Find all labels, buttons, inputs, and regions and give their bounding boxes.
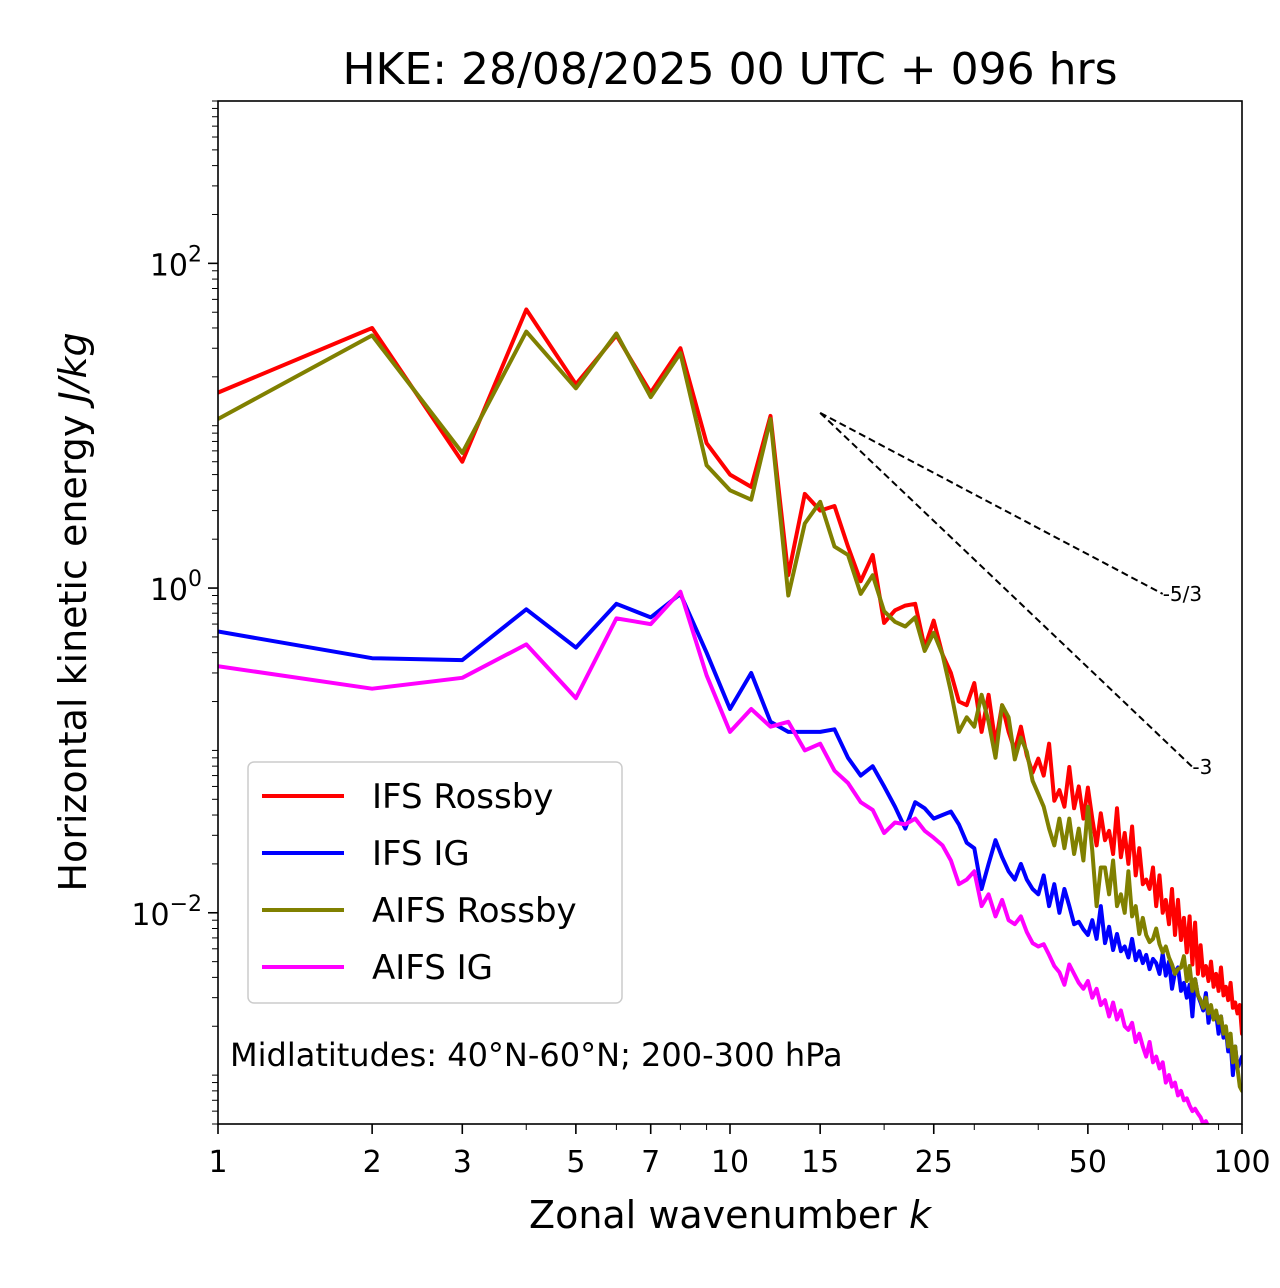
minor-ticks bbox=[212, 100, 1220, 1130]
y-axis-label: Horizontal kinetic energy J/kg bbox=[51, 332, 95, 891]
y-axis-label-unit: J/kg bbox=[51, 332, 95, 409]
slope-label: -3 bbox=[1192, 755, 1212, 779]
legend-label: AIFS Rossby bbox=[372, 891, 577, 931]
slope-line bbox=[819, 412, 1194, 768]
series-line-aifs-rossby bbox=[218, 329, 1242, 1093]
x-tick-label: 2 bbox=[363, 1145, 382, 1180]
legend-box bbox=[247, 761, 623, 1004]
y-tick-label: 102 bbox=[150, 242, 202, 283]
series-line-ifs-rossby bbox=[218, 307, 1242, 1036]
x-axis-label: Zonal wavenumber k bbox=[529, 1193, 933, 1237]
legend-label: IFS Rossby bbox=[372, 777, 553, 817]
x-tick-label: 1 bbox=[208, 1145, 227, 1180]
legend: IFS Rossby IFS IG AIFS Rossby AIFS IG bbox=[247, 761, 623, 1004]
legend-label: AIFS IG bbox=[372, 948, 493, 988]
y-tick-label: 100 bbox=[150, 567, 202, 608]
x-tick-label: 10 bbox=[711, 1145, 749, 1180]
x-tick-label: 15 bbox=[801, 1145, 839, 1180]
region-annotation: Midlatitudes: 40°N-60°N; 200-300 hPa bbox=[230, 1036, 843, 1074]
legend-label: IFS IG bbox=[372, 834, 470, 874]
x-tick-label: 50 bbox=[1069, 1145, 1107, 1180]
x-tick-label: 25 bbox=[915, 1145, 953, 1180]
chart-title: HKE: 28/08/2025 00 UTC + 096 hrs bbox=[342, 44, 1117, 95]
x-tick-label: 100 bbox=[1213, 1145, 1270, 1180]
y-tick-label: 10−2 bbox=[131, 892, 202, 933]
data-lines bbox=[218, 307, 1242, 1124]
x-axis-label-var: k bbox=[909, 1193, 933, 1237]
x-axis-ticks: 1 2 3 5 7 10 15 25 50 100 bbox=[208, 1124, 1271, 1180]
slope-label: -5/3 bbox=[1163, 582, 1202, 606]
x-axis-label-main: Zonal wavenumber bbox=[529, 1193, 909, 1237]
series-line-aifs-ig bbox=[218, 589, 1210, 1124]
y-axis-ticks: 102 100 10−2 bbox=[131, 242, 218, 933]
x-tick-label: 3 bbox=[453, 1145, 472, 1180]
x-tick-label: 7 bbox=[641, 1145, 660, 1180]
slope-line bbox=[819, 411, 1164, 595]
slope-reference-lines: -5/3 -3 bbox=[819, 411, 1212, 779]
x-tick-label: 5 bbox=[566, 1145, 585, 1180]
y-axis-label-main: Horizontal kinetic energy bbox=[51, 403, 95, 892]
